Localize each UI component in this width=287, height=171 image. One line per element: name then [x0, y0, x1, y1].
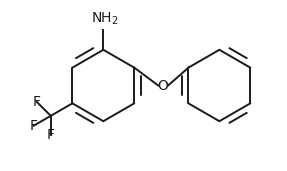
Text: NH$_2$: NH$_2$	[91, 11, 119, 28]
Text: O: O	[158, 78, 168, 93]
Text: F: F	[30, 119, 38, 133]
Text: F: F	[47, 128, 55, 142]
Text: F: F	[33, 95, 41, 109]
